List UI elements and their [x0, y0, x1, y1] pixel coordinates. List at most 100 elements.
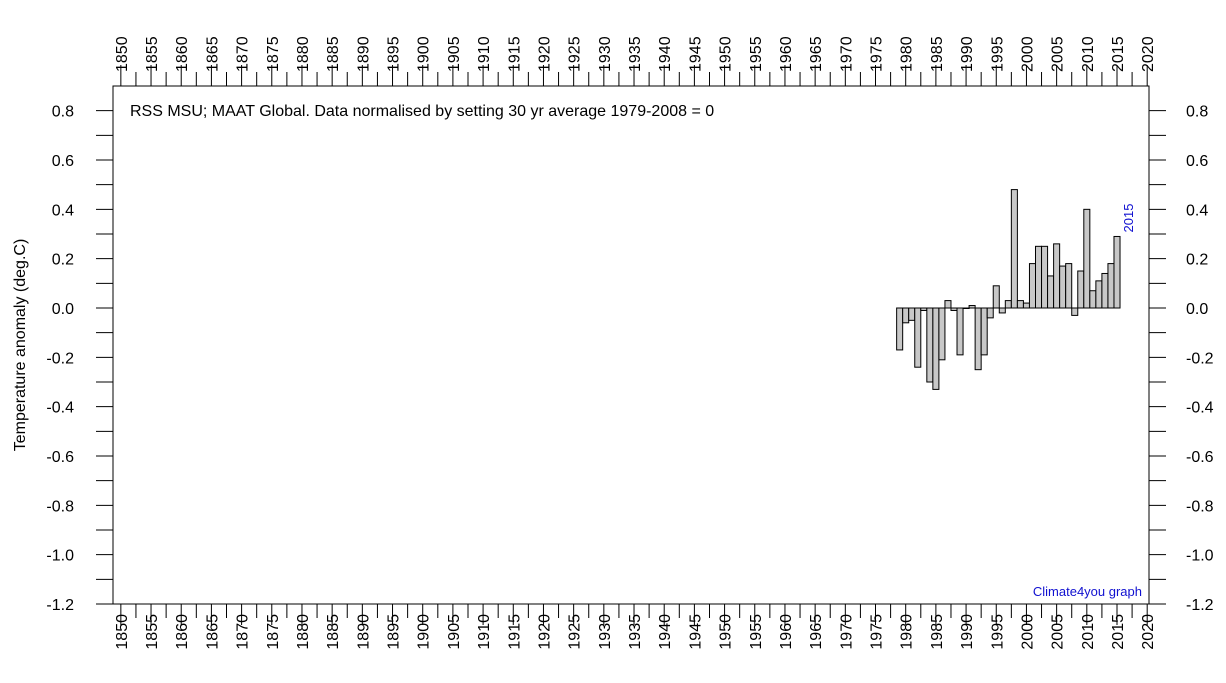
x-tick-label: 1935	[627, 614, 644, 650]
bar	[968, 305, 976, 309]
bar	[962, 307, 970, 309]
x-tick-label-top: 2010	[1080, 36, 1097, 72]
x-tick-label-top: 1990	[959, 36, 976, 72]
x-tick-label: 1920	[536, 614, 553, 650]
x-tick-label: 1870	[235, 614, 252, 650]
x-tick-label-top: 1850	[114, 36, 131, 72]
bar	[1065, 263, 1073, 309]
x-tick-label: 1925	[567, 614, 584, 650]
y-tick-label-right: -1.2	[1186, 597, 1214, 614]
x-tick-label-top: 1865	[204, 36, 221, 72]
x-tick-label: 2020	[1140, 614, 1157, 650]
x-tick-label: 1955	[748, 614, 765, 650]
x-tick-label: 1855	[144, 614, 161, 650]
bar	[1053, 243, 1061, 309]
x-tick-label-top: 1885	[325, 36, 342, 72]
bar	[956, 307, 964, 356]
bar	[992, 285, 1000, 309]
x-tick-label: 1850	[114, 614, 131, 650]
bar	[1077, 270, 1085, 309]
x-tick-label-top: 1915	[506, 36, 523, 72]
x-tick-label-top: 1930	[597, 36, 614, 72]
y-axis-label: Temperature anomaly (deg.C)	[12, 239, 29, 452]
y-tick-label-right: -1.0	[1186, 548, 1214, 565]
y-tick-label: -0.2	[46, 350, 74, 367]
x-tick-label: 1905	[446, 614, 463, 650]
bar	[920, 307, 928, 311]
y-tick-label: -1.2	[46, 597, 74, 614]
y-tick-label-right: -0.4	[1186, 400, 1214, 417]
x-tick-label-top: 2015	[1110, 36, 1127, 72]
bar	[1095, 280, 1103, 309]
credit: Climate4you graph	[1033, 584, 1142, 599]
x-tick-label-top: 1855	[144, 36, 161, 72]
x-tick-label: 2010	[1080, 614, 1097, 650]
x-tick-label: 1965	[808, 614, 825, 650]
x-tick-label-top: 1955	[748, 36, 765, 72]
x-tick-label: 1860	[174, 614, 191, 650]
bar	[1083, 208, 1091, 309]
bar	[974, 307, 982, 371]
bar	[944, 300, 952, 309]
x-tick-label-top: 2005	[1050, 36, 1067, 72]
x-tick-label: 1900	[416, 614, 433, 650]
bar	[896, 307, 904, 351]
x-tick-label-top: 1925	[567, 36, 584, 72]
x-tick-label: 1985	[929, 614, 946, 650]
x-tick-label-top: 1935	[627, 36, 644, 72]
x-tick-label-top: 1995	[989, 36, 1006, 72]
x-tick-label-top: 2020	[1140, 36, 1157, 72]
y-tick-label-right: 0.6	[1186, 153, 1208, 170]
x-tick-label-top: 1945	[687, 36, 704, 72]
y-tick-label-right: 0.4	[1186, 202, 1208, 219]
x-tick-label: 1875	[265, 614, 282, 650]
y-tick-label: 0.0	[52, 301, 74, 318]
x-tick-label: 1990	[959, 614, 976, 650]
y-tick-label: 0.6	[52, 153, 74, 170]
bar	[914, 307, 922, 368]
bar	[902, 307, 910, 324]
x-tick-label: 1940	[657, 614, 674, 650]
x-tick-label-top: 1875	[265, 36, 282, 72]
bar	[1022, 302, 1030, 309]
chart-title: RSS MSU; MAAT Global. Data normalised by…	[130, 103, 714, 120]
x-tick-label-top: 1960	[778, 36, 795, 72]
y-tick-label: 0.2	[52, 252, 74, 269]
y-tick-label-right: -0.6	[1186, 449, 1214, 466]
x-tick-label: 2000	[1019, 614, 1036, 650]
bar	[986, 307, 994, 319]
x-tick-label: 1915	[506, 614, 523, 650]
x-tick-label: 1880	[295, 614, 312, 650]
bar	[998, 307, 1006, 314]
bar	[908, 307, 916, 321]
x-tick-label-top: 1905	[446, 36, 463, 72]
bar	[1071, 307, 1079, 316]
x-tick-label-top: 1985	[929, 36, 946, 72]
bar	[950, 307, 958, 311]
x-tick-label: 1960	[778, 614, 795, 650]
bar	[1113, 235, 1121, 309]
y-tick-label-right: -0.2	[1186, 350, 1214, 367]
bar	[1010, 189, 1018, 309]
x-tick-label: 1950	[718, 614, 735, 650]
x-tick-label-top: 1950	[718, 36, 735, 72]
y-tick-label-right: 0.0	[1186, 301, 1208, 318]
x-tick-label: 1980	[899, 614, 916, 650]
bar	[1047, 275, 1055, 309]
x-tick-label: 1895	[386, 614, 403, 650]
y-tick-label: -1.0	[46, 548, 74, 565]
bar	[1004, 300, 1012, 309]
x-tick-label-top: 1920	[536, 36, 553, 72]
x-tick-label: 2015	[1110, 614, 1127, 650]
x-tick-label-top: 1900	[416, 36, 433, 72]
x-tick-label: 1890	[355, 614, 372, 650]
bar	[1059, 265, 1067, 309]
y-tick-label-right: -0.8	[1186, 498, 1214, 515]
y-tick-label-right: 0.2	[1186, 252, 1208, 269]
x-tick-label: 1945	[687, 614, 704, 650]
x-tick-label: 1930	[597, 614, 614, 650]
y-tick-label: -0.4	[46, 400, 74, 417]
x-tick-label: 1910	[476, 614, 493, 650]
x-tick-label-top: 1890	[355, 36, 372, 72]
